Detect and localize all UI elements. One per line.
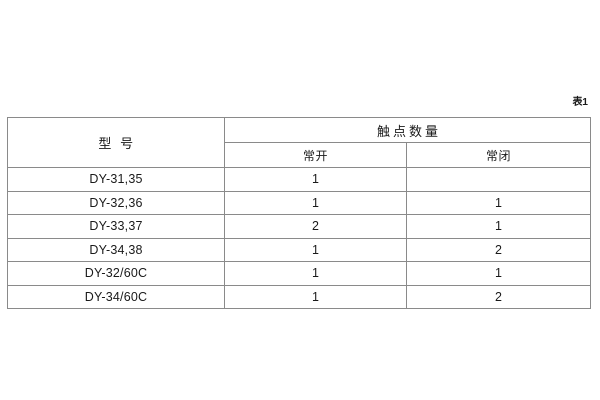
column-header-normally-open: 常开	[224, 142, 407, 168]
table-body: DY-31,35 1 DY-32,36 1 1 DY-33,37 2 1 DY-…	[7, 167, 592, 309]
table-row: DY-34,38 1 2	[7, 237, 592, 262]
cell-model: DY-34/60C	[7, 284, 225, 309]
cell-normally-closed: 2	[405, 284, 592, 309]
table-row: DY-33,37 2 1	[7, 214, 592, 239]
table-row: DY-31,35 1	[7, 167, 592, 192]
table-header-row-group: 型 号 触点数量	[7, 117, 592, 168]
table-header-row-sub: 常开 常闭	[8, 142, 592, 168]
cell-normally-open: 1	[224, 284, 407, 309]
cell-normally-closed: 1	[405, 190, 592, 215]
cell-normally-closed	[405, 167, 592, 192]
cell-normally-closed: 1	[405, 214, 592, 239]
contact-quantity-table: 型 号 触点数量 常开 常闭 DY-31,35 1	[7, 117, 592, 309]
cell-model: DY-32/60C	[7, 261, 225, 286]
cell-normally-open: 1	[224, 167, 407, 192]
table-caption-label: 表1	[572, 97, 588, 108]
cell-model: DY-34,38	[7, 237, 225, 262]
cell-normally-open: 1	[224, 261, 407, 286]
cell-normally-open: 1	[224, 237, 407, 262]
table-header: 型 号 触点数量 常开 常闭	[7, 117, 592, 168]
table-caption: 表1	[7, 92, 590, 110]
table-row: DY-34/60C 1 2	[7, 284, 592, 309]
column-header-contact-quantity: 触点数量	[223, 117, 592, 143]
column-header-contact-quantity-label: 触点数量	[377, 123, 442, 139]
cell-model: DY-32,36	[7, 190, 225, 215]
cell-model: DY-33,37	[7, 214, 225, 239]
column-header-model: 型 号	[7, 117, 225, 168]
cell-normally-closed: 2	[405, 237, 592, 262]
cell-normally-open: 2	[224, 214, 407, 239]
table-row: DY-32,36 1 1	[7, 190, 592, 215]
spec-table-container: 型 号 触点数量 常开 常闭 DY-31,35 1	[7, 117, 592, 309]
column-header-normally-closed: 常闭	[405, 142, 592, 168]
column-header-model-label: 型 号	[98, 136, 134, 151]
cell-normally-open: 1	[224, 190, 407, 215]
cell-normally-closed: 1	[405, 261, 592, 286]
cell-model: DY-31,35	[7, 167, 225, 192]
table-row: DY-32/60C 1 1	[7, 261, 592, 286]
